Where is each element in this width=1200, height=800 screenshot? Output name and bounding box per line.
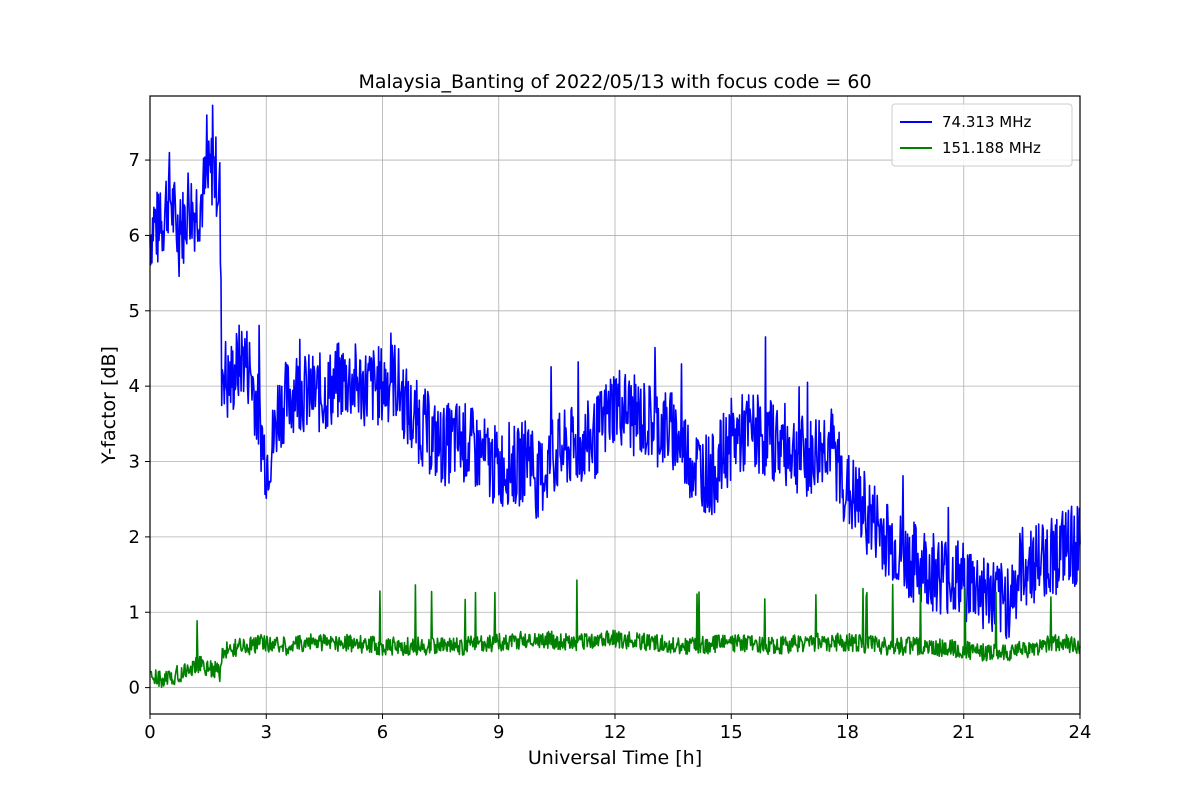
legend-label: 74.313 MHz <box>942 113 1031 131</box>
series-line-0 <box>149 104 1081 640</box>
legend-label: 151.188 MHz <box>942 139 1041 157</box>
y-tick-label: 7 <box>129 150 140 171</box>
y-tick-label: 6 <box>129 225 140 246</box>
series-line-1 <box>149 579 1081 689</box>
x-axis-label: Universal Time [h] <box>528 747 702 769</box>
y-tick-label: 5 <box>129 301 140 322</box>
y-tick-label: 2 <box>129 527 140 548</box>
x-tick-label: 3 <box>261 722 272 743</box>
plot-lines <box>149 104 1081 689</box>
legend: 74.313 MHz 151.188 MHz <box>891 103 1073 167</box>
x-tick-label: 9 <box>493 722 504 743</box>
x-tick-label: 12 <box>604 722 627 743</box>
y-tick-label: 4 <box>129 376 140 397</box>
y-tick-label: 0 <box>129 678 140 699</box>
chart-title: Malaysia_Banting of 2022/05/13 with focu… <box>358 71 871 93</box>
x-tick-label: 6 <box>377 722 388 743</box>
y-tick-label: 1 <box>129 602 140 623</box>
x-tick-label: 15 <box>720 722 743 743</box>
y-axis-label: Y-factor [dB] <box>98 346 120 465</box>
x-tick-label: 24 <box>1069 722 1092 743</box>
y-tick-label: 3 <box>129 452 140 473</box>
x-tick-label: 21 <box>952 722 975 743</box>
x-tick-label: 0 <box>144 722 155 743</box>
x-tick-label: 18 <box>836 722 859 743</box>
legend-box <box>891 103 1073 167</box>
